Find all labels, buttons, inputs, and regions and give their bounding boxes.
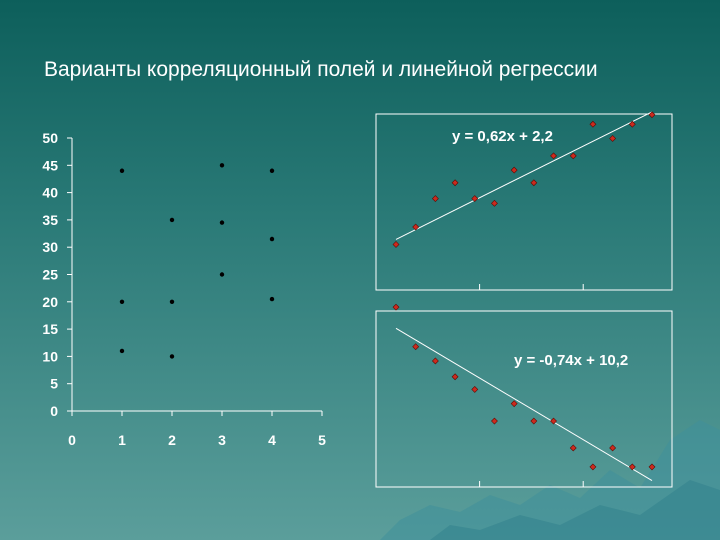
scatter-point (491, 417, 498, 425)
scatter-point (589, 120, 597, 128)
scatter-point (510, 400, 518, 408)
scatter-point (609, 444, 617, 452)
scatter-point (609, 135, 617, 142)
plot-frame (375, 310, 673, 488)
scatter-point (451, 373, 459, 381)
y-tick-label: 15 (42, 321, 58, 337)
scatter-point (628, 463, 636, 471)
scatter-point (119, 348, 125, 354)
scatter-point (169, 299, 175, 304)
scatter-point (648, 111, 656, 119)
scatter-point (412, 223, 420, 231)
terrain-decoration (380, 420, 720, 540)
scatter-point (219, 163, 225, 168)
y-tick-label: 5 (50, 376, 58, 392)
y-tick-label: 10 (42, 348, 58, 364)
scatter-point (648, 463, 656, 471)
scatter-point (471, 195, 479, 203)
y-tick-label: 35 (42, 212, 58, 228)
y-tick-label: 30 (42, 239, 58, 255)
x-tick-label: 3 (218, 432, 226, 448)
scatter-point (510, 166, 518, 174)
top-right-scatter-chart: y = 0,62x + 2,2 (375, 111, 673, 291)
scatter-point (431, 195, 439, 203)
trendline (395, 111, 653, 240)
scatter-point (119, 168, 125, 173)
scatter-point (471, 385, 479, 393)
scatter-point (412, 343, 420, 351)
scatter-point (491, 199, 498, 207)
y-tick-label: 40 (42, 185, 58, 201)
terrain-decoration-2 (430, 480, 720, 540)
y-tick-label: 50 (42, 130, 58, 146)
slide-title: Варианты корреляционный полей и линейной… (44, 58, 598, 81)
trendline (395, 327, 653, 481)
scatter-point (219, 272, 225, 277)
plot-frame (375, 113, 673, 291)
y-tick-label: 20 (42, 294, 58, 310)
x-tick-label: 5 (318, 432, 326, 448)
y-tick-label: 25 (42, 267, 58, 283)
scatter-point (550, 152, 557, 160)
scatter-point (589, 463, 597, 471)
bottom-right-scatter-chart: y = -0,74x + 10,2 (375, 303, 673, 488)
scatter-point (451, 179, 459, 187)
x-tick-label: 0 (68, 432, 76, 448)
y-tick-label: 45 (42, 157, 58, 173)
scatter-point (569, 444, 577, 452)
scatter-point (269, 236, 275, 242)
x-tick-label: 4 (268, 432, 276, 448)
trendline-equation: y = 0,62x + 2,2 (452, 128, 553, 145)
scatter-point (530, 179, 538, 187)
y-tick-label: 0 (50, 403, 58, 419)
x-tick-label: 2 (168, 432, 176, 448)
scatter-point (431, 357, 439, 365)
scatter-point (219, 220, 225, 225)
scatter-point (392, 241, 400, 248)
scatter-point (269, 168, 275, 173)
scatter-point (550, 417, 557, 425)
scatter-point (392, 303, 400, 311)
scatter-point (530, 417, 538, 425)
x-tick-label: 1 (118, 432, 126, 448)
scatter-point (569, 152, 577, 160)
scatter-point (628, 120, 636, 128)
scatter-point (119, 299, 125, 304)
scatter-point (169, 217, 175, 223)
scatter-point (269, 296, 275, 302)
scatter-point (169, 354, 175, 359)
trendline-equation: y = -0,74x + 10,2 (514, 352, 628, 369)
